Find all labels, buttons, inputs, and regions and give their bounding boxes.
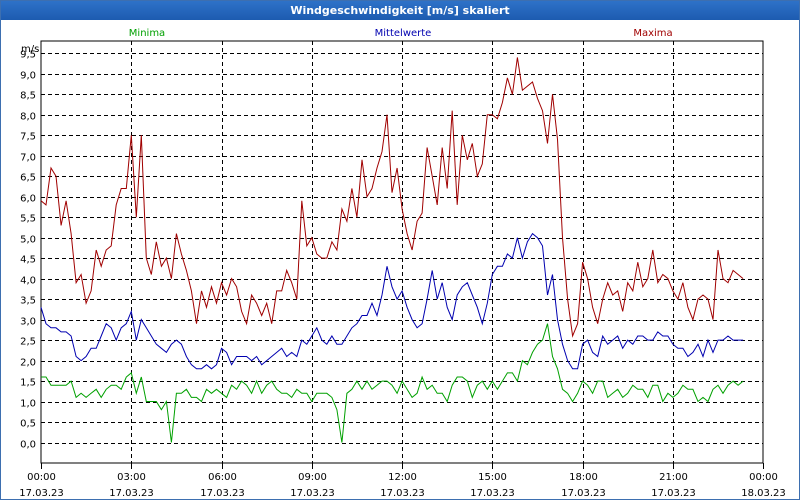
y-tick-label: 4,5 <box>20 255 36 266</box>
window-title: Windgeschwindigkeit [m/s] skaliert <box>1 1 799 20</box>
legend-minima: Minima <box>129 28 165 39</box>
legend: Minima Mittelwerte Maxima <box>129 28 673 39</box>
x-tick-time: 00:00 <box>749 472 778 483</box>
y-axis-label: m/s <box>21 44 39 55</box>
x-tick-date: 17.03.23 <box>380 488 425 499</box>
y-tick-label: 4,0 <box>20 276 36 287</box>
x-tick-date: 17.03.23 <box>200 488 245 499</box>
x-tick-time: 15:00 <box>478 472 507 483</box>
axes: 0,0 0,5 1,0 1,5 2,0 2,5 3,0 3,5 4,0 4,5 5,0 5,5 6,0 6… <box>19 40 786 499</box>
y-tick-label: 8,0 <box>20 112 36 123</box>
grid <box>41 41 763 463</box>
y-tick-label: 7,0 <box>20 153 36 164</box>
x-tick-date: 17.03.23 <box>470 488 515 499</box>
x-tick-date: 17.03.23 <box>290 488 335 499</box>
x-tick-time: 09:00 <box>298 472 327 483</box>
x-tick-date: 18.03.23 <box>741 488 786 499</box>
y-tick-label: 2,5 <box>20 337 36 348</box>
x-tick-date: 17.03.23 <box>561 488 606 499</box>
y-tick-label: 5,5 <box>20 214 36 225</box>
y-tick-label: 1,0 <box>20 399 36 410</box>
legend-maxima: Maxima <box>633 28 672 39</box>
x-tick-date: 17.03.23 <box>19 488 64 499</box>
x-tick-time: 00:00 <box>27 472 56 483</box>
series-line-maxima <box>40 57 744 338</box>
x-tick-date: 17.03.23 <box>109 488 154 499</box>
y-tick-label: 6,5 <box>20 173 36 184</box>
series-line-minima <box>41 323 744 443</box>
x-tick-time: 18:00 <box>569 472 598 483</box>
y-tick-label: 5,0 <box>20 235 36 246</box>
x-tick-time: 12:00 <box>388 472 417 483</box>
series-line-mittelwerte <box>40 232 744 370</box>
y-tick-label: 0,0 <box>20 440 36 451</box>
y-tick-label: 7,5 <box>20 132 36 143</box>
y-tick-label: 2,0 <box>20 358 36 369</box>
y-tick-label: 9,0 <box>20 71 36 82</box>
x-tick-time: 03:00 <box>117 472 146 483</box>
y-tick-label: 1,5 <box>20 378 36 389</box>
legend-mittelwerte: Mittelwerte <box>375 28 432 39</box>
x-tick-date: 17.03.23 <box>651 488 696 499</box>
x-tick-time: 21:00 <box>659 472 688 483</box>
y-tick-label: 3,5 <box>20 296 36 307</box>
y-tick-label: 0,5 <box>20 419 36 430</box>
y-tick-label: 9,5 <box>20 50 36 61</box>
y-tick-label: 6,0 <box>20 194 36 205</box>
y-tick-label: 8,5 <box>20 91 36 102</box>
series-layer <box>40 57 744 443</box>
y-tick-label: 3,0 <box>20 317 36 328</box>
x-tick-time: 06:00 <box>208 472 237 483</box>
wind-speed-chart: 0,0 0,5 1,0 1,5 2,0 2,5 3,0 3,5 4,0 4,5 5,0 5,5 6,0 6… <box>19 28 786 499</box>
